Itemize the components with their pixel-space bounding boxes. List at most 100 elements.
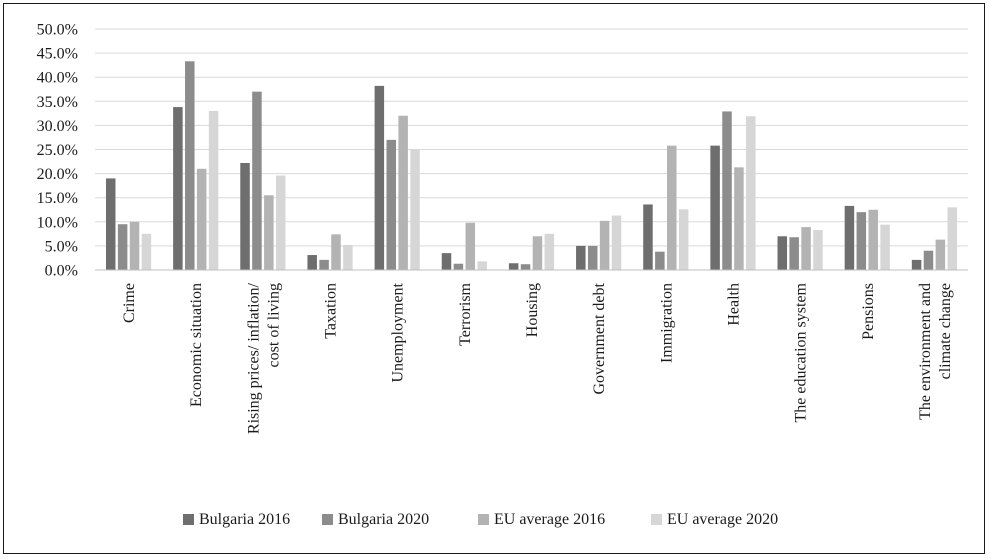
category-label-line: Rising prices/ inflation/ <box>245 282 262 434</box>
bar-eu-average-2016 <box>196 168 207 270</box>
bar-bulgaria-2016 <box>374 85 385 270</box>
bar-eu-average-2016 <box>398 115 408 270</box>
legend: Bulgaria 2016 Bulgaria 2020 EU average 201… <box>183 511 778 528</box>
y-tick-label: 40.0% <box>37 70 78 87</box>
bar-eu-average-2020 <box>947 207 958 270</box>
bar-bulgaria-2016 <box>643 204 653 270</box>
bar-bulgaria-2020 <box>587 245 598 270</box>
legend-label: EU average 2016 <box>494 511 605 528</box>
gridlines <box>95 28 968 247</box>
category-label: Crime <box>121 283 138 323</box>
bar-eu-average-2020 <box>208 110 219 270</box>
legend-swatch <box>322 514 333 525</box>
category-label-line: Immigration <box>658 283 675 363</box>
bar-bulgaria-2020 <box>453 263 464 270</box>
legend-label: Bulgaria 2020 <box>338 511 429 528</box>
bar-bulgaria-2020 <box>923 250 934 270</box>
bar-eu-average-2020 <box>813 229 823 270</box>
bar-bulgaria-2020 <box>252 91 262 270</box>
category-label: Government debt <box>591 282 608 394</box>
bar-bulgaria-2016 <box>508 263 519 270</box>
bar-eu-average-2016 <box>532 236 543 270</box>
bar-bulgaria-2016 <box>307 255 317 270</box>
bar-bulgaria-2016 <box>441 253 452 270</box>
bar-bulgaria-2016 <box>173 107 183 270</box>
bar-eu-average-2016 <box>868 209 878 270</box>
category-label-line: Unemployment <box>390 282 407 382</box>
category-label: Housing <box>524 283 541 337</box>
bar-bulgaria-2020 <box>722 111 732 270</box>
bar-bulgaria-2016 <box>576 245 586 270</box>
category-label-line: The education system <box>793 282 810 422</box>
bar-eu-average-2020 <box>477 261 487 270</box>
y-tick-label: 30.0% <box>37 118 78 135</box>
y-tick-label: 0.0% <box>45 263 78 280</box>
bar-bulgaria-2020 <box>520 264 531 270</box>
category-label: Immigration <box>658 283 675 363</box>
bar-bulgaria-2020 <box>117 224 128 270</box>
legend-item: Bulgaria 2020 <box>322 511 429 528</box>
category-label: The environment and climate change <box>917 283 954 420</box>
category-label-line: Health <box>725 283 742 326</box>
bar-bulgaria-2020 <box>856 212 867 270</box>
bar-eu-average-2016 <box>734 167 744 270</box>
bar-bulgaria-2020 <box>386 139 396 270</box>
bar-bulgaria-2020 <box>789 237 799 270</box>
category-label: Terrorism <box>457 282 474 345</box>
category-label: Pensions <box>860 283 877 340</box>
category-label-line: Housing <box>524 283 541 337</box>
bar-bulgaria-2020 <box>185 61 195 270</box>
bar-bulgaria-2016 <box>777 236 788 270</box>
legend-swatch <box>478 514 489 525</box>
bar-eu-average-2020 <box>611 215 622 270</box>
category-label: Unemployment <box>390 282 407 382</box>
y-tick-label: 5.0% <box>45 238 78 255</box>
y-tick-label: 50.0% <box>37 22 78 39</box>
bar-bulgaria-2016 <box>844 205 855 270</box>
legend-swatch <box>183 514 194 525</box>
category-label-line: Crime <box>121 283 138 323</box>
bar-eu-average-2016 <box>667 145 677 270</box>
category-label: Health <box>725 283 742 326</box>
bar-bulgaria-2020 <box>319 259 329 270</box>
bar-eu-average-2016 <box>465 222 476 270</box>
bar-eu-average-2020 <box>544 233 555 270</box>
y-tick-label: 25.0% <box>37 142 78 159</box>
bar-eu-average-2020 <box>678 209 689 270</box>
bar-bulgaria-2016 <box>105 178 116 270</box>
category-label: Rising prices/ inflation/cost of living <box>245 282 282 434</box>
bar-eu-average-2016 <box>264 195 274 270</box>
bar-eu-average-2020 <box>880 224 890 270</box>
category-label: The education system <box>793 282 810 422</box>
legend-item: EU average 2020 <box>651 511 778 528</box>
bar-eu-average-2016 <box>331 234 341 270</box>
y-tick-label: 20.0% <box>37 166 78 183</box>
category-label-line: The environment and <box>917 283 934 420</box>
y-tick-label: 35.0% <box>37 94 78 111</box>
category-label-line: Pensions <box>860 283 877 340</box>
bars <box>105 61 958 270</box>
bar-bulgaria-2016 <box>710 145 720 270</box>
bar-bulgaria-2016 <box>911 259 922 270</box>
bar-bulgaria-2016 <box>240 162 250 270</box>
y-tick-label: 10.0% <box>37 214 78 231</box>
category-label-line: Taxation <box>323 283 340 339</box>
y-tick-label: 15.0% <box>37 190 78 207</box>
bar-eu-average-2016 <box>129 221 140 270</box>
legend-label: EU average 2020 <box>667 511 778 528</box>
y-tick-label: 45.0% <box>37 46 78 63</box>
category-label-line: Terrorism <box>457 282 474 345</box>
category-label-line: climate change <box>937 283 954 379</box>
category-label: Taxation <box>323 283 340 339</box>
category-label: Economic situation <box>188 283 205 407</box>
legend-swatch <box>651 514 662 525</box>
bar-eu-average-2020 <box>746 116 756 270</box>
bar-eu-average-2016 <box>801 227 811 270</box>
bar-eu-average-2020 <box>275 175 286 270</box>
chart-frame <box>3 3 985 554</box>
category-labels: Crime Economic situation Rising prices/ in… <box>121 282 954 434</box>
bar-eu-average-2020 <box>410 149 420 270</box>
legend-item: Bulgaria 2016 <box>183 511 290 528</box>
bar-eu-average-2020 <box>343 244 353 270</box>
